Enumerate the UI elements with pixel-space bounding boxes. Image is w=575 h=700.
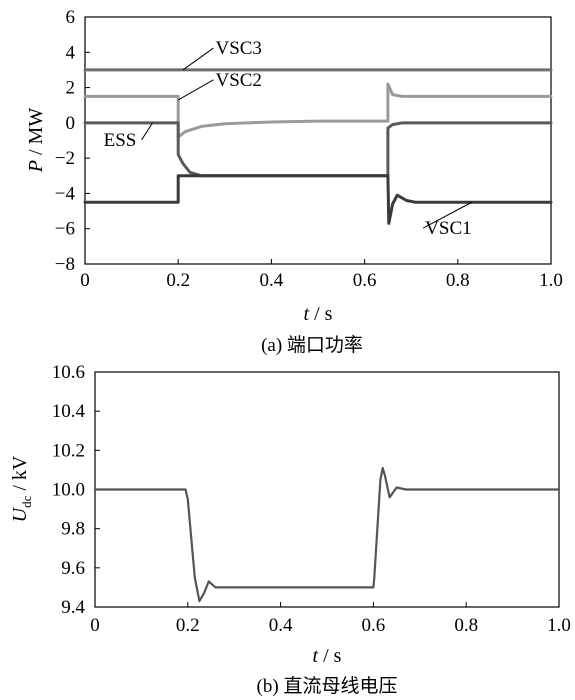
series-group-a [85, 70, 551, 224]
annotation-leader-vsc2 [178, 80, 213, 100]
y-tick-label-a: −4 [55, 183, 76, 204]
y-tick-label-b: 10.6 [52, 362, 85, 383]
y-tick-label-b: 10.4 [52, 401, 86, 422]
caption-b: (b) 直流母线电压 [257, 675, 398, 697]
x-axis-label-b: t / s [313, 645, 342, 667]
y-tick-label-b: 9.6 [61, 558, 85, 579]
x-tick-label-a: 1.0 [539, 270, 563, 291]
series-line-vsc1 [85, 176, 551, 224]
y-tick-label-a: 2 [66, 78, 76, 99]
y-axis-b: 9.4 9.6 9.8 10.0 10.2 10.4 10.6 [52, 362, 100, 618]
annotation-label-vsc1: VSC1 [425, 218, 471, 239]
series-group-b [95, 468, 559, 601]
x-tick-label-b: 0.4 [269, 615, 293, 636]
caption-a: (a) 端口功率 [261, 334, 363, 356]
x-tick-label-b: 0 [90, 615, 100, 636]
annotation-label-vsc2: VSC2 [215, 70, 261, 91]
series-line-ess [85, 123, 551, 176]
annotation-label-vsc3: VSC3 [215, 38, 261, 59]
annotation-leader-ess [142, 123, 153, 140]
x-tick-label-a: 0.2 [166, 270, 190, 291]
x-axis-label-a: t / s [304, 303, 333, 325]
y-tick-label-a: 0 [66, 113, 76, 134]
x-tick-label-b: 0.8 [454, 615, 478, 636]
y-tick-label-a: 4 [66, 42, 76, 63]
x-tick-label-a: 0.6 [353, 270, 377, 291]
y-tick-label-b: 10.0 [52, 480, 85, 501]
y-tick-label-b: 9.8 [61, 519, 85, 540]
y-axis-label-a: P / MW [25, 108, 47, 174]
x-tick-label-b: 1.0 [547, 615, 571, 636]
dc-bus-voltage-chart: 9.4 9.6 9.8 10.0 10.2 10.4 10.6 0 0.2 0.4 0.6 0.8 1… [9, 362, 571, 697]
annotation-label-ess: ESS [104, 130, 137, 151]
y-tick-label-b: 10.2 [52, 440, 85, 461]
series-line-vsc2 [85, 84, 551, 137]
x-tick-label-b: 0.6 [362, 615, 386, 636]
series-line-udc [95, 468, 559, 601]
x-tick-label-b: 0.2 [176, 615, 200, 636]
y-tick-label-a: −2 [55, 148, 75, 169]
annotation-leader-vsc3 [183, 48, 214, 70]
x-tick-label-a: 0 [80, 270, 90, 291]
x-tick-label-a: 0.8 [446, 270, 470, 291]
annotations-a: VSC3 VSC2 ESS VSC1 [104, 38, 472, 239]
y-tick-label-a: 6 [66, 7, 76, 28]
y-tick-label-b: 9.4 [61, 597, 85, 618]
y-tick-label-a: −6 [55, 219, 75, 240]
plot-frame-a [85, 17, 551, 264]
y-axis-label-b: Udc / kV [9, 455, 34, 522]
x-tick-label-a: 0.4 [260, 270, 284, 291]
port-power-chart: −8 −6 −4 −2 0 2 4 6 0 0.2 0.4 0.6 0.8 1.0 VSC3 VSC2 ES… [25, 7, 563, 356]
y-tick-label-a: −8 [55, 254, 75, 275]
